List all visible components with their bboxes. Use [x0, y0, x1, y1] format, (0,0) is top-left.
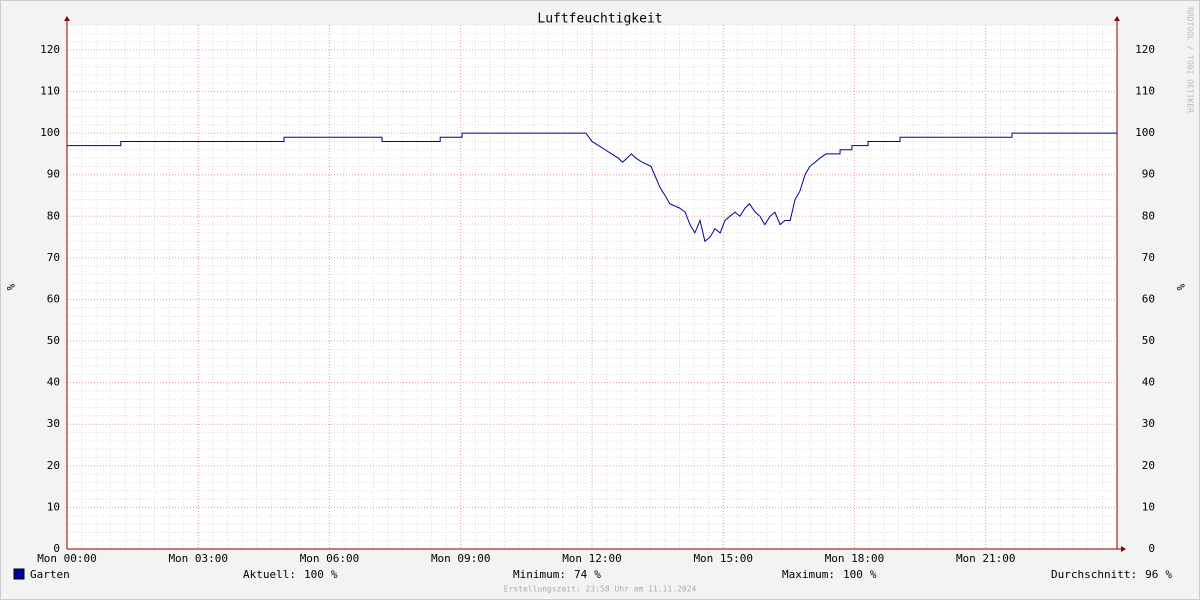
legend-stat: Minimum: 74%	[513, 568, 601, 581]
x-tick-label: Mon 00:00	[37, 552, 97, 565]
x-tick-label: Mon 12:00	[562, 552, 622, 565]
y-tick-label: 20	[47, 459, 60, 472]
arrow	[1121, 546, 1126, 552]
y-axis-label: %	[4, 284, 17, 291]
legend-swatch	[13, 568, 25, 580]
y2-tick-label: 90	[1142, 168, 1155, 181]
stat-unit: %	[331, 568, 338, 581]
arrow	[1114, 16, 1120, 21]
x-tick-label: Mon 06:00	[300, 552, 360, 565]
legend-label: Garten	[30, 568, 70, 581]
y-tick-label: 10	[47, 500, 60, 513]
stat-unit: %	[870, 568, 877, 581]
chart-title: Luftfeuchtigkeit	[537, 12, 662, 27]
y-tick-label: 120	[40, 43, 60, 56]
y2-tick-label: 110	[1135, 85, 1155, 98]
y2-tick-label: 0	[1148, 542, 1155, 555]
y2-tick-label: 40	[1142, 376, 1155, 389]
stat-value: 100	[304, 568, 324, 581]
y-tick-label: 70	[47, 251, 60, 264]
legend-stat: Aktuell: 100%	[243, 568, 338, 581]
x-tick-label: Mon 18:00	[825, 552, 885, 565]
y2-tick-label: 20	[1142, 459, 1155, 472]
y2-tick-label: 80	[1142, 209, 1155, 222]
y2-tick-label: 10	[1142, 500, 1155, 513]
x-tick-label: Mon 15:00	[693, 552, 753, 565]
y-tick-label: 30	[47, 417, 60, 430]
x-tick-label: Mon 03:00	[168, 552, 228, 565]
y-tick-label: 100	[40, 126, 60, 139]
stat-value: 100	[843, 568, 863, 581]
legend-stat: Maximum: 100%	[782, 568, 877, 581]
y-tick-label: 0	[53, 542, 60, 555]
y2-axis-label: %	[1174, 284, 1187, 291]
y2-tick-label: 30	[1142, 417, 1155, 430]
y2-tick-label: 120	[1135, 43, 1155, 56]
y-tick-label: 50	[47, 334, 60, 347]
arrow	[64, 16, 70, 21]
y2-tick-label: 60	[1142, 292, 1155, 305]
legend-stat: Durchschnitt: 96%	[1051, 568, 1172, 581]
data-line	[67, 132, 1117, 243]
y-tick-label: 110	[40, 85, 60, 98]
stat-label: Durchschnitt:	[1051, 568, 1137, 581]
y2-tick-label: 70	[1142, 251, 1155, 264]
stat-value: 96	[1145, 568, 1158, 581]
x-tick-label: Mon 21:00	[956, 552, 1016, 565]
y-tick-label: 90	[47, 168, 60, 181]
stat-unit: %	[1165, 568, 1172, 581]
stat-label: Maximum:	[782, 568, 835, 581]
footer: Erstellungszeit: 23:58 Uhr am 11.11.2024	[504, 585, 697, 594]
stat-unit: %	[594, 568, 601, 581]
y-tick-label: 60	[47, 292, 60, 305]
y2-tick-label: 50	[1142, 334, 1155, 347]
y-tick-label: 40	[47, 376, 60, 389]
stat-label: Minimum:	[513, 568, 566, 581]
watermark: RRDTOOL / TOBI OETIKER	[1186, 7, 1195, 113]
y-tick-label: 80	[47, 209, 60, 222]
x-tick-label: Mon 09:00	[431, 552, 491, 565]
stat-value: 74	[574, 568, 588, 581]
y2-tick-label: 100	[1135, 126, 1155, 139]
stat-label: Aktuell:	[243, 568, 296, 581]
